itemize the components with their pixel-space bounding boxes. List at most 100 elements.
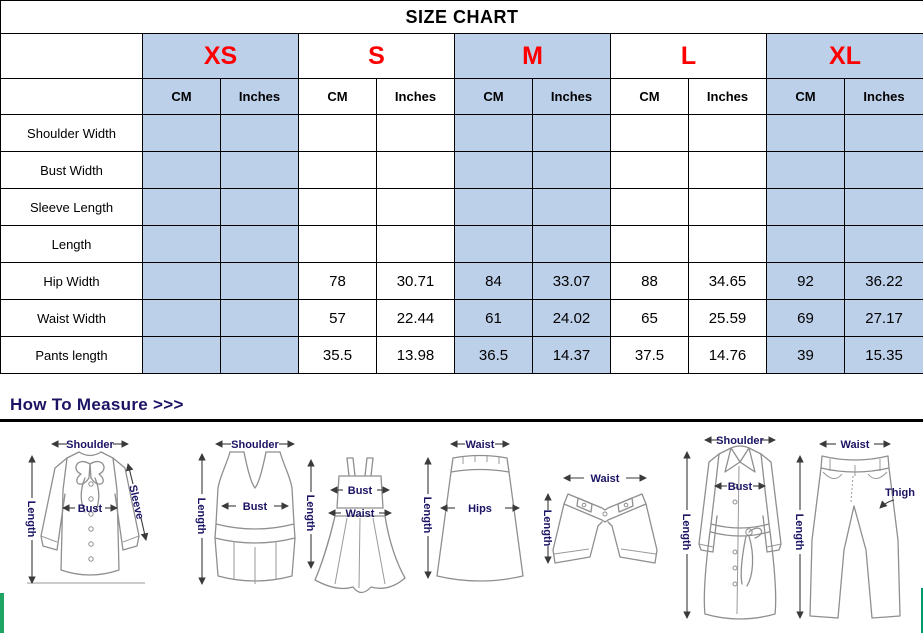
data-cell: 61 [455,300,533,337]
table-row: Shoulder Width [1,115,923,152]
unit-header-cell: Inches [533,79,611,115]
pants-thigh-label: Thigh [885,487,915,499]
data-cell [611,115,689,152]
data-cell: 36.5 [455,337,533,374]
data-cell: 88 [611,263,689,300]
figure-shorts: Waist Length [541,473,657,563]
size-header-l: L [611,34,767,79]
data-cell [221,115,299,152]
data-cell [143,115,221,152]
figure-dress: Bust Waist Length [304,458,405,593]
data-cell [299,115,377,152]
data-cell [455,189,533,226]
skirt-length-label: Length [421,497,433,534]
page-edge-strip-left [0,593,4,633]
data-cell: 25.59 [689,300,767,337]
pants-waist-label: Waist [841,439,870,451]
data-cell: 36.22 [845,263,923,300]
data-cell [611,152,689,189]
size-header-xl: XL [767,34,923,79]
data-cell [221,226,299,263]
data-cell [455,115,533,152]
tank-shoulder-label: Shoulder [231,439,279,451]
blouse-shoulder-label: Shoulder [66,439,114,451]
data-cell: 13.98 [377,337,455,374]
data-cell: 14.76 [689,337,767,374]
table-row: Length [1,226,923,263]
coat-shoulder-label: Shoulder [716,435,764,447]
unit-header-cell: CM [299,79,377,115]
data-cell: 35.5 [299,337,377,374]
figure-blouse: Shoulder Length Bust Sleeve [25,439,146,583]
data-cell: 37.5 [611,337,689,374]
data-cell: 15.35 [845,337,923,374]
tank-bust-label: Bust [243,501,268,513]
data-cell: 14.37 [533,337,611,374]
data-cell [377,189,455,226]
data-cell [767,226,845,263]
data-cell: 84 [455,263,533,300]
data-cell: 57 [299,300,377,337]
shorts-length-label: Length [541,510,553,547]
data-cell [533,189,611,226]
data-cell [845,152,923,189]
how-to-measure-figures: Shoulder Length Bust Sleeve Shoulder [0,428,923,633]
data-cell: 92 [767,263,845,300]
coat-length-label: Length [680,514,692,551]
unit-header-cell: CM [611,79,689,115]
unit-header-cell: Inches [221,79,299,115]
data-cell [689,115,767,152]
dress-length-label: Length [304,495,316,532]
data-cell: 78 [299,263,377,300]
unit-header-cell: Inches [377,79,455,115]
title-row: SIZE CHART [1,1,923,34]
data-cell [143,152,221,189]
data-cell [221,300,299,337]
blouse-sleeve-label: Sleeve [126,484,146,521]
data-cell [143,226,221,263]
data-cell [299,226,377,263]
figure-tank-top: Shoulder Length Bust [195,439,295,584]
data-cell [689,152,767,189]
unit-header-cell: Inches [845,79,923,115]
data-cell [767,152,845,189]
row-label: Shoulder Width [1,115,143,152]
data-cell [611,189,689,226]
row-label: Pants length [1,337,143,374]
data-cell [221,337,299,374]
data-cell [221,152,299,189]
size-header-xs: XS [143,34,299,79]
skirt-waist-label: Waist [466,439,495,451]
data-cell [377,115,455,152]
size-header-m: M [455,34,611,79]
data-cell: 22.44 [377,300,455,337]
coat-bust-label: Bust [728,481,753,493]
data-cell [533,152,611,189]
dress-bust-label: Bust [348,485,373,497]
data-cell [533,226,611,263]
data-cell [377,152,455,189]
figure-skirt: Waist Hips Length [421,439,523,581]
unit-header-cell: Inches [689,79,767,115]
data-cell [455,226,533,263]
row-label: Sleeve Length [1,189,143,226]
data-cell [143,300,221,337]
data-cell [455,152,533,189]
skirt-hips-label: Hips [468,503,492,515]
data-cell [143,337,221,374]
data-cell [689,226,767,263]
row-label: Hip Width [1,263,143,300]
data-cell: 39 [767,337,845,374]
data-cell: 34.65 [689,263,767,300]
data-cell [143,189,221,226]
data-cell [299,189,377,226]
data-cell: 24.02 [533,300,611,337]
row-label: Bust Width [1,152,143,189]
shorts-waist-label: Waist [591,473,620,485]
